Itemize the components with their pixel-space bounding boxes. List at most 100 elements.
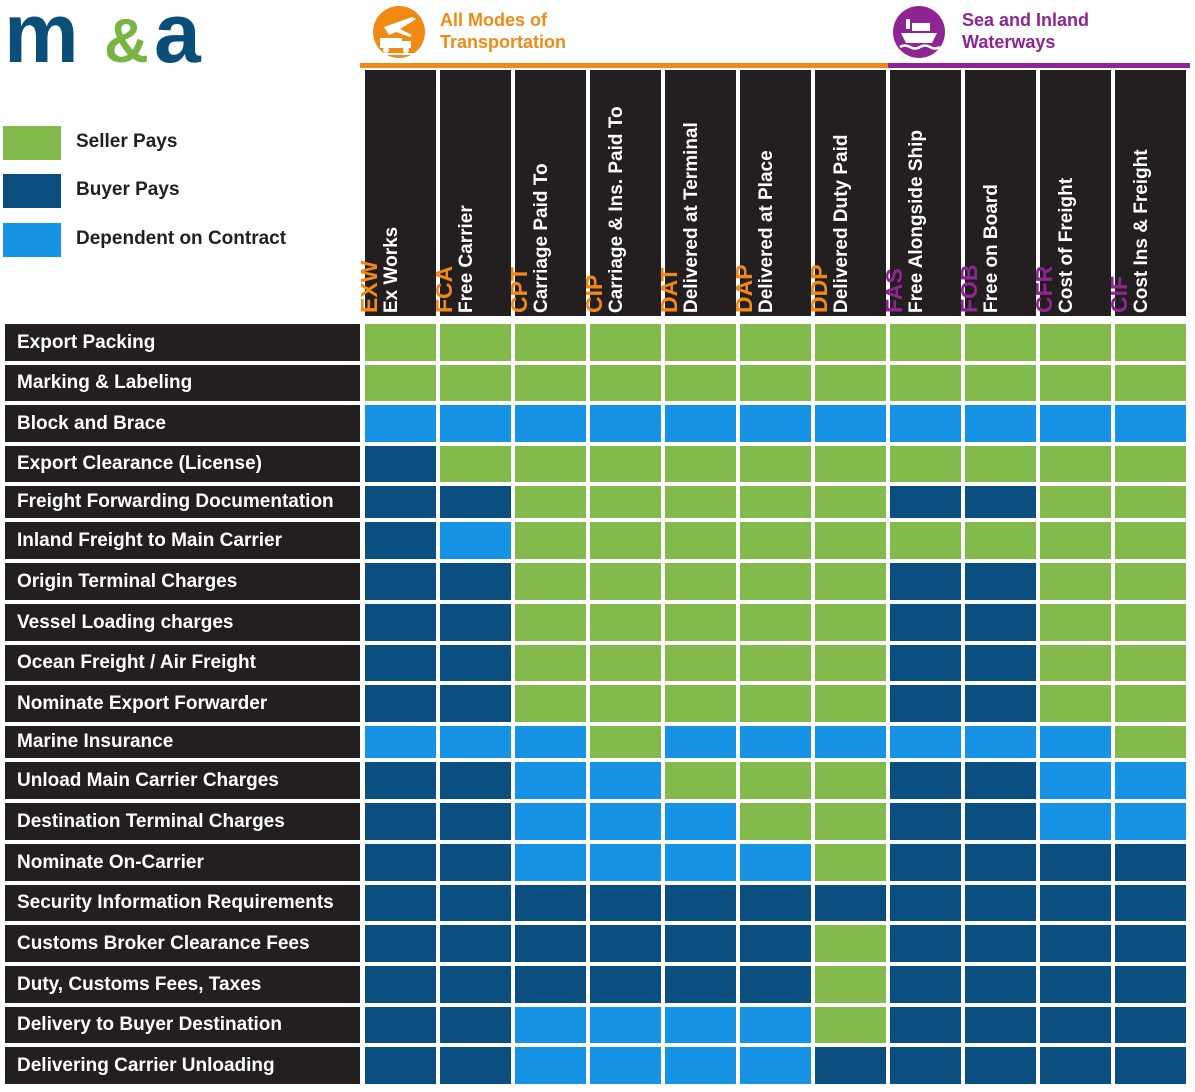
grid-cell xyxy=(1115,522,1186,559)
grid-cell xyxy=(965,365,1036,401)
grid-cell xyxy=(365,966,436,1003)
column-name: Cost of Freight xyxy=(1056,177,1077,313)
grid-cell xyxy=(740,885,811,921)
grid-cell xyxy=(965,405,1036,442)
grid-cell xyxy=(665,446,736,482)
grid-cell xyxy=(740,563,811,600)
grid-cell xyxy=(890,563,961,600)
grid-cell xyxy=(665,885,736,921)
column-header-fca: FCA Free Carrier xyxy=(431,70,511,316)
grid-cell xyxy=(440,925,511,962)
grid-cell xyxy=(890,365,961,401)
grid-cell xyxy=(1115,486,1186,518)
row-label: Destination Terminal Charges xyxy=(5,803,360,840)
grid-cell xyxy=(965,925,1036,962)
grid-cell xyxy=(365,685,436,722)
grid-cell xyxy=(740,1007,811,1043)
row-label: Inland Freight to Main Carrier xyxy=(5,522,360,559)
grid-cell xyxy=(1115,604,1186,641)
column-header-fob: FOB Free on Board xyxy=(956,70,1036,316)
grid-cell xyxy=(965,563,1036,600)
grid-cell xyxy=(1040,446,1111,482)
grid-cell xyxy=(440,365,511,401)
grid-cell xyxy=(440,324,511,361)
grid-cell xyxy=(440,486,511,518)
row-label: Export Clearance (License) xyxy=(5,446,360,482)
grid-cell xyxy=(1115,446,1186,482)
grid-cell xyxy=(815,726,886,758)
column-header-dap: DAP Delivered at Place xyxy=(731,70,811,316)
group-title-line2: Transportation xyxy=(440,32,567,52)
column-abbr: DAT xyxy=(656,267,682,313)
grid-cell xyxy=(365,324,436,361)
grid-cell xyxy=(665,522,736,559)
row-label: Ocean Freight / Air Freight xyxy=(5,645,360,681)
column-header-dat: DAT Delivered at Terminal xyxy=(656,70,736,316)
row-label: Delivering Carrier Unloading xyxy=(5,1047,360,1084)
row-label: Nominate On-Carrier xyxy=(5,844,360,881)
column-abbr: CPT xyxy=(506,267,532,313)
row-label: Freight Forwarding Documentation xyxy=(5,486,360,518)
grid-cell xyxy=(1115,1047,1186,1084)
row-label: Delivery to Buyer Destination xyxy=(5,1007,360,1043)
grid-cell xyxy=(1115,685,1186,722)
grid-cell xyxy=(815,762,886,799)
grid-cell xyxy=(665,1007,736,1043)
grid-cell xyxy=(515,645,586,681)
grid-cell xyxy=(815,966,886,1003)
column-name: Cost Ins & Freight xyxy=(1131,149,1152,313)
column-header-ddp: DDP Delivered Duty Paid xyxy=(806,70,886,316)
grid-cell xyxy=(740,645,811,681)
column-name: Ex Works xyxy=(381,226,402,313)
grid-cell xyxy=(890,1047,961,1084)
grid-cell xyxy=(515,925,586,962)
grid-cell xyxy=(365,885,436,921)
grid-cell xyxy=(515,486,586,518)
group-underline xyxy=(360,63,888,68)
grid-cell xyxy=(965,885,1036,921)
grid-cell xyxy=(440,1007,511,1043)
grid-cell xyxy=(365,925,436,962)
grid-cell xyxy=(815,925,886,962)
grid-cell xyxy=(365,365,436,401)
grid-cell xyxy=(365,762,436,799)
grid-cell xyxy=(965,486,1036,518)
grid-cell xyxy=(365,604,436,641)
grid-cell xyxy=(1040,1007,1111,1043)
grid-cell xyxy=(515,563,586,600)
grid-cell xyxy=(815,405,886,442)
row-label: Unload Main Carrier Charges xyxy=(5,762,360,799)
grid-cell xyxy=(815,844,886,881)
column-name: Carriage Paid To xyxy=(531,163,552,313)
grid-cell xyxy=(965,966,1036,1003)
grid-cell xyxy=(890,405,961,442)
grid-cell xyxy=(1115,405,1186,442)
grid-cell xyxy=(890,446,961,482)
grid-cell xyxy=(665,486,736,518)
grid-cell xyxy=(965,685,1036,722)
column-name: Delivered Duty Paid xyxy=(831,134,852,313)
grid-cell xyxy=(740,762,811,799)
grid-cell xyxy=(665,844,736,881)
column-header-cfr: CFR Cost of Freight xyxy=(1031,70,1111,316)
legend-label: Buyer Pays xyxy=(76,179,180,200)
grid-cell xyxy=(665,1047,736,1084)
grid-cell xyxy=(1115,966,1186,1003)
grid-cell xyxy=(890,324,961,361)
row-label: Nominate Export Forwarder xyxy=(5,685,360,722)
legend-swatch xyxy=(3,223,61,257)
grid-cell xyxy=(515,1047,586,1084)
grid-cell xyxy=(1040,762,1111,799)
grid-cell xyxy=(815,803,886,840)
grid-cell xyxy=(440,803,511,840)
grid-cell xyxy=(515,762,586,799)
grid-cell xyxy=(1115,1007,1186,1043)
legend-swatch xyxy=(3,126,61,160)
grid-cell xyxy=(740,803,811,840)
grid-cell xyxy=(740,324,811,361)
legend-label: Dependent on Contract xyxy=(76,228,287,249)
grid-cell xyxy=(815,604,886,641)
grid-cell xyxy=(440,446,511,482)
grid-cell xyxy=(815,563,886,600)
grid-cell xyxy=(590,645,661,681)
